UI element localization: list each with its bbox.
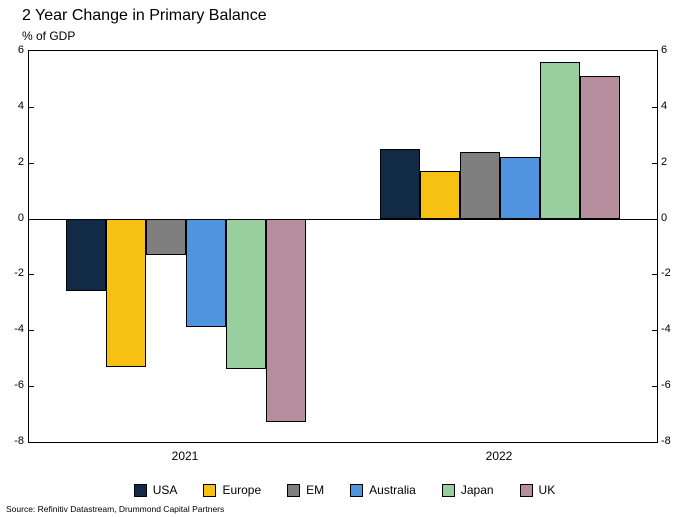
x-axis-tick-label: 2022 [485, 449, 513, 463]
bar-uk-2021 [266, 218, 306, 423]
y-axis-tick-mark [652, 162, 657, 164]
bar-australia-2022 [500, 157, 540, 219]
legend: USA Europe EM Australia Japan UK [0, 483, 689, 497]
legend-label: UK [538, 483, 556, 497]
legend-swatch-icon [350, 483, 364, 497]
legend-item-uk: UK [519, 483, 556, 497]
legend-label: Europe [222, 483, 262, 497]
y-axis-tick-label-left: 6 [17, 44, 24, 56]
bar-uk-2022 [580, 76, 620, 219]
y-axis-tick-mark [29, 386, 34, 388]
legend-swatch-icon [519, 483, 533, 497]
legend-swatch-icon [133, 483, 147, 497]
y-axis-tick-label-right: -6 [661, 379, 671, 392]
y-axis-tick-label-right: 6 [661, 44, 668, 56]
y-axis-tick-mark [29, 162, 34, 164]
legend-item-europe: Europe [203, 483, 261, 497]
y-axis-tick-mark [29, 330, 34, 332]
legend-label: USA [152, 483, 178, 497]
y-axis-tick-label-right: -8 [661, 435, 671, 447]
y-axis-tick-mark [652, 386, 657, 388]
y-axis-tick-mark [652, 218, 657, 220]
x-axis-tick-label: 2021 [171, 449, 199, 463]
y-axis-tick-mark [29, 218, 34, 220]
legend-label: EM [306, 483, 325, 497]
bar-usa-2022 [380, 148, 420, 219]
chart-subtitle: % of GDP [22, 29, 76, 43]
y-axis-tick-label-left: -2 [14, 267, 24, 280]
y-axis-tick-label-right: 0 [661, 211, 668, 224]
legend-swatch-icon [441, 483, 455, 497]
legend-swatch-icon [203, 483, 217, 497]
y-axis-tick-label-right: -4 [661, 323, 671, 336]
plot-area [28, 50, 658, 443]
legend-label: Japan [460, 483, 494, 497]
y-axis-tick-label-left: 0 [17, 211, 24, 224]
legend-item-usa: USA [133, 483, 178, 497]
bar-em-2021 [146, 218, 186, 255]
bar-em-2022 [460, 151, 500, 219]
bar-japan-2022 [540, 62, 580, 219]
legend-item-japan: Japan [441, 483, 494, 497]
zero-line [29, 218, 657, 220]
y-axis-tick-label-right: 4 [661, 99, 668, 112]
y-axis-tick-label-left: 4 [17, 99, 24, 112]
source-note: Source: Refinitiv Datastream, Drummond C… [6, 504, 225, 514]
y-axis-tick-label-left: 2 [17, 155, 24, 168]
y-axis-tick-label-left: -8 [14, 435, 24, 447]
bar-europe-2021 [106, 218, 146, 367]
legend-item-em: EM [287, 483, 324, 497]
y-axis-tick-label-left: -4 [14, 323, 24, 336]
y-axis-tick-mark [29, 274, 34, 276]
y-axis-tick-mark [29, 106, 34, 108]
bar-japan-2021 [226, 218, 266, 370]
y-axis-tick-mark [652, 274, 657, 276]
bar-usa-2021 [66, 218, 106, 292]
bar-europe-2022 [420, 171, 460, 219]
legend-swatch-icon [287, 483, 301, 497]
y-axis-tick-label-right: 2 [661, 155, 668, 168]
y-axis-tick-label-left: -6 [14, 379, 24, 392]
y-axis-tick-mark [652, 330, 657, 332]
legend-label: Australia [369, 483, 416, 497]
y-axis-tick-mark [652, 106, 657, 108]
chart-title: 2 Year Change in Primary Balance [22, 7, 267, 24]
bar-australia-2021 [186, 218, 226, 328]
y-axis-tick-label-right: -2 [661, 267, 671, 280]
legend-item-australia: Australia [350, 483, 416, 497]
